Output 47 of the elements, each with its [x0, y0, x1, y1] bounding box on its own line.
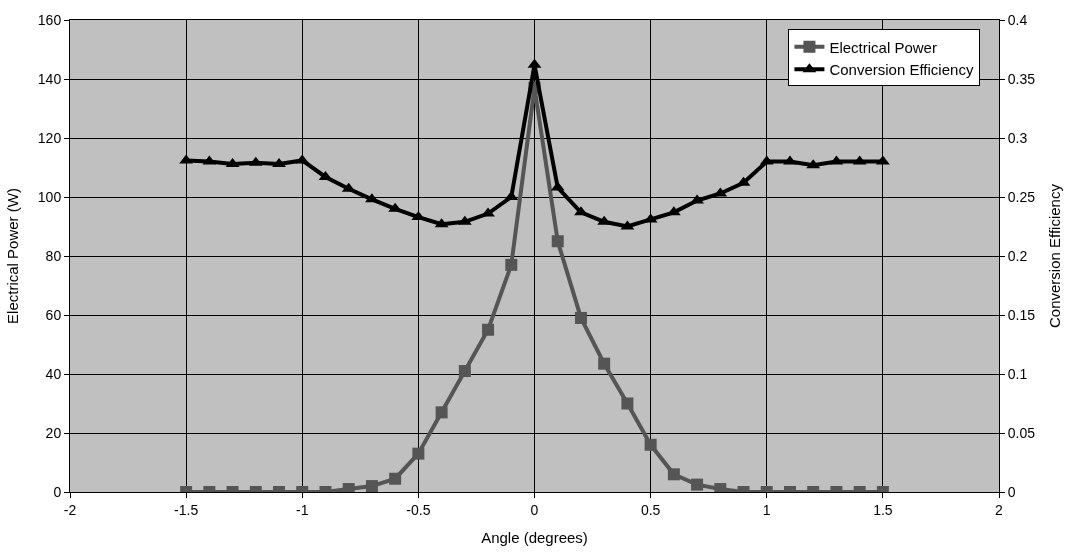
y2-tick-label: 0.1 [1007, 365, 1028, 382]
point [783, 155, 797, 165]
x-tick-label: 2 [995, 501, 1004, 518]
x-tick-label: -1.5 [174, 501, 199, 518]
point [574, 206, 588, 216]
point [574, 311, 587, 324]
y-tick-label: 100 [37, 188, 62, 205]
point [598, 357, 611, 370]
y2-tick-label: 0 [1007, 483, 1016, 500]
point [481, 207, 495, 217]
point [435, 406, 448, 419]
point [621, 397, 634, 410]
point [482, 323, 495, 336]
x-tick-label: -2 [63, 501, 77, 518]
point [644, 438, 657, 451]
point [272, 157, 286, 167]
point [505, 258, 518, 271]
y-tick-label: 0 [53, 483, 62, 500]
x-tick-label: 1 [762, 501, 771, 518]
y2-tick-label: 0.35 [1007, 70, 1036, 87]
y2-axis-title: Conversion Efficiency [1046, 183, 1064, 328]
point [551, 235, 564, 248]
point [458, 365, 471, 378]
y2-tick-label: 0.2 [1007, 247, 1028, 264]
legend-label: Conversion Efficiency [829, 61, 974, 79]
y2-tick-label: 0.25 [1007, 188, 1036, 205]
x-tick-label: 0.5 [640, 501, 661, 518]
legend-label: Electrical Power [829, 38, 937, 56]
y2-tick-label: 0.05 [1007, 424, 1036, 441]
y-tick-label: 20 [45, 424, 62, 441]
y-tick-label: 40 [45, 365, 62, 382]
y-tick-label: 120 [37, 129, 62, 146]
y-axis-title: Electrical Power (W) [4, 188, 22, 324]
point [412, 447, 425, 460]
x-tick-label: -0.5 [406, 501, 431, 518]
y-tick-label: 160 [37, 11, 62, 28]
point [365, 193, 379, 203]
y2-tick-label: 0.3 [1007, 129, 1028, 146]
x-axis-title: Angle (degrees) [481, 528, 588, 546]
x-tick-label: -1 [296, 501, 309, 518]
y-tick-label: 80 [45, 247, 62, 264]
y2-tick-label: 0.15 [1007, 306, 1036, 323]
y-tick-label: 140 [37, 70, 62, 87]
x-tick-label: 1.5 [873, 501, 893, 518]
y2-tick-label: 0.4 [1007, 11, 1028, 28]
y-tick-label: 60 [45, 306, 62, 323]
x-tick-label: 0 [530, 501, 539, 518]
